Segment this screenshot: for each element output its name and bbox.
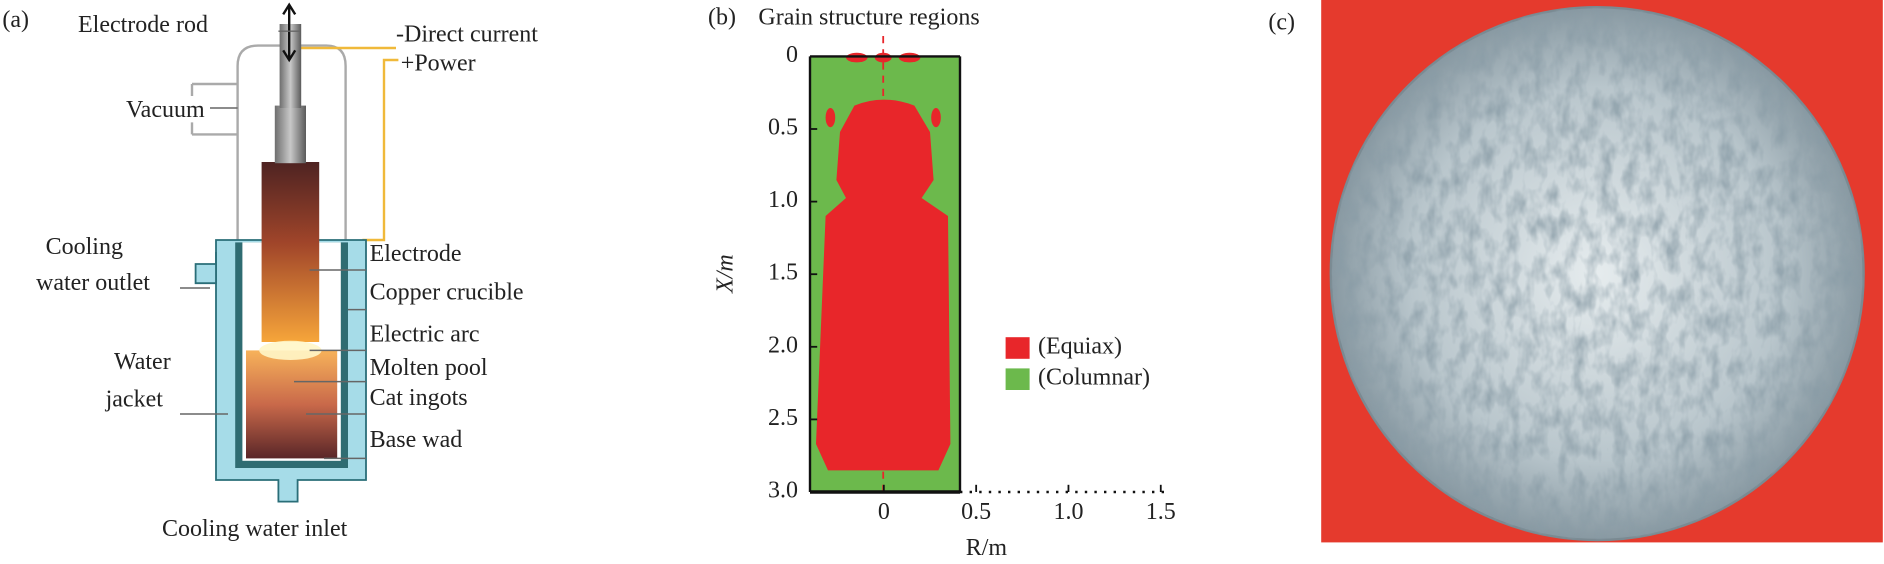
legend: (Equiax) (Columnar) [1005,334,1150,391]
annotation: Cooling [46,234,123,260]
annotation: Electric arc [370,322,480,348]
legend-label: (Columnar) [1038,365,1150,391]
legend-label: (Equiax) [1038,334,1122,360]
annotation: Vacuum [126,97,205,123]
panel-label: (c) [1268,10,1295,36]
x-axis-label: R/m [966,535,1008,561]
annotation: Base wad [370,427,463,453]
annotation: +Power [401,50,476,76]
panel-label: (b) [708,5,736,31]
annotation: Electrode rod [78,12,208,38]
y-tick-label: 1.0 [768,187,798,213]
y-axis-label: X/m [713,254,739,294]
panel-label: (a) [2,7,29,33]
x-tick-label: 0 [878,499,890,525]
panel-title: Grain structure regions [758,5,979,31]
annotation: jacket [105,386,164,412]
legend-swatch [1005,337,1030,359]
grain-map [808,36,1170,494]
y-tick-label: 0 [786,42,798,68]
annotation: Water [114,349,171,375]
annotation: -Direct current [396,22,538,48]
annotation: Copper crucible [370,280,524,306]
y-tick-label: 2.5 [768,405,798,431]
x-tick-label: 1.0 [1053,499,1083,525]
annotation: Cooling water inlet [162,516,348,542]
y-tick-label: 2.0 [768,332,798,358]
legend-swatch [1005,368,1030,390]
annotation: Molten pool [370,355,488,381]
annotation: water outlet [36,270,150,296]
ingot-cross-section [1321,0,1883,543]
y-tick-label: 3.0 [768,478,798,504]
x-tick-label: 1.5 [1146,499,1176,525]
x-tick-label: 0.5 [961,499,991,525]
annotation: Electrode [370,241,462,267]
y-tick-label: 1.5 [768,260,798,286]
annotation: Cat ingots [370,385,468,411]
y-tick-label: 0.5 [768,115,798,141]
furnace-diagram [180,2,399,503]
